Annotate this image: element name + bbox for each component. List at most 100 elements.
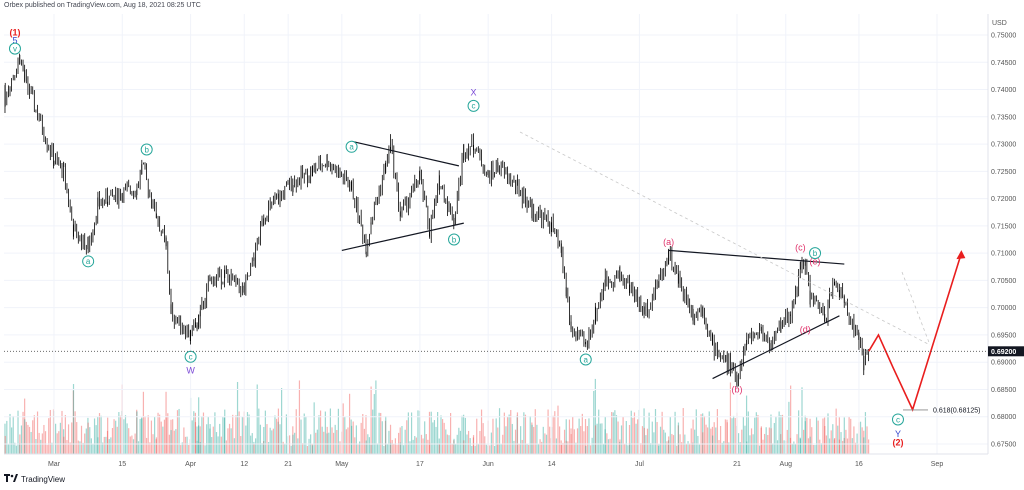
y-tick-label: 0.71500 (991, 223, 1016, 230)
volume-bar (824, 426, 826, 454)
volume-bar (850, 418, 852, 454)
x-tick-label: 21 (733, 461, 741, 468)
wave-label: v (13, 44, 17, 53)
volume-bar (845, 429, 847, 454)
volume-bar (142, 391, 145, 454)
volume-bar (35, 439, 37, 454)
volume-bar (321, 426, 323, 454)
volume-bar (604, 429, 606, 454)
volume-bar (274, 415, 276, 454)
volume-bar (269, 427, 271, 454)
volume-bar (715, 427, 717, 454)
volume-bar (95, 425, 97, 454)
volume-bar (438, 444, 440, 454)
volume-bar (383, 445, 385, 454)
volume-bar (772, 443, 774, 454)
volume-bar (40, 439, 42, 454)
volume-bar (313, 402, 315, 454)
volume-bar (160, 421, 162, 454)
volume-bar (776, 440, 779, 454)
volume-bar (316, 429, 318, 454)
volume-bar (840, 432, 842, 454)
volume-bar (576, 428, 579, 454)
volume-bar (103, 436, 105, 454)
volume-bar (49, 409, 51, 454)
volume-bar (344, 416, 346, 454)
volume-bar (197, 425, 200, 454)
volume-bar (357, 444, 359, 454)
volume-bar (433, 420, 436, 454)
volume-bar (698, 444, 701, 454)
x-tick-label: 15 (118, 461, 126, 468)
volume-bar (204, 445, 206, 454)
trendlines (341, 131, 931, 380)
y-axis-bg (988, 14, 1024, 454)
volume-bar (758, 445, 761, 454)
volume-bar (724, 419, 726, 454)
wave-label-circle (140, 143, 153, 156)
volume-bar (490, 432, 492, 454)
volume-bar (77, 440, 79, 454)
volume-bar (24, 398, 26, 454)
volume-bar (410, 412, 413, 454)
volume-bar (224, 409, 226, 454)
volume-bar (542, 426, 544, 454)
volume-bar (778, 411, 780, 454)
y-tick-label: 0.70000 (991, 305, 1016, 312)
x-tick-label: Mar (48, 461, 61, 468)
volume-bar (629, 443, 631, 454)
volume-bar (524, 414, 527, 454)
volume-bar (155, 439, 157, 454)
volume-bar (427, 439, 429, 454)
volume-bar (390, 442, 392, 454)
wave-label: a (86, 257, 91, 266)
volume-bar (176, 410, 179, 454)
volume-bar (342, 403, 344, 454)
volume-bar (770, 428, 772, 454)
volume-bar (106, 430, 109, 454)
volume-bar (598, 409, 600, 454)
volume-bar (440, 415, 442, 454)
x-axis[interactable]: Mar 15 Apr 12 21 May 17 Jun 14 Jul 21 Aug 16 Sep (4, 453, 988, 468)
volume-bar (337, 408, 339, 454)
volume-bar (864, 412, 867, 454)
y-tick-label: 0.73500 (991, 114, 1016, 121)
volume-bar (760, 426, 762, 454)
volume-bar (241, 416, 243, 454)
volume-bar (803, 429, 805, 454)
volume-bar (677, 425, 679, 454)
volume-bar (713, 422, 715, 454)
volume-bar (80, 425, 83, 454)
volume-bar (55, 423, 57, 454)
volume-bar (570, 428, 572, 454)
volume-bar (19, 443, 21, 454)
volume-bar (214, 412, 216, 454)
footer[interactable]: TradingView (4, 474, 65, 484)
volume-bar (415, 437, 417, 454)
volume-bar (464, 417, 466, 454)
volume-bar (573, 429, 575, 454)
volume-bar (744, 425, 746, 454)
volume-bar (150, 420, 153, 454)
volume-bar (786, 429, 788, 454)
volume-bar (136, 409, 138, 454)
wave-label-circle (579, 353, 592, 366)
volume-bar (414, 436, 416, 454)
y-axis[interactable]: USD 0.75000 0.74500 0.74000 0.73500 0.73000 0.… (4, 14, 1024, 454)
volume-bar (643, 408, 645, 454)
volume-bar (118, 412, 120, 454)
volume-bar (700, 414, 702, 454)
volume-bar (165, 417, 167, 454)
volume-bar (474, 445, 476, 454)
x-tick-label: Jul (635, 461, 644, 468)
volume-bar (406, 420, 408, 454)
volume-bar (599, 423, 601, 454)
volume-bar (711, 435, 714, 454)
volume-bar (619, 439, 621, 454)
wave-label: X (471, 87, 477, 97)
wave-label: 5 (12, 35, 17, 45)
x-tick-label: 17 (416, 461, 424, 468)
volume-bar (246, 412, 249, 454)
volume-bar (272, 428, 274, 454)
